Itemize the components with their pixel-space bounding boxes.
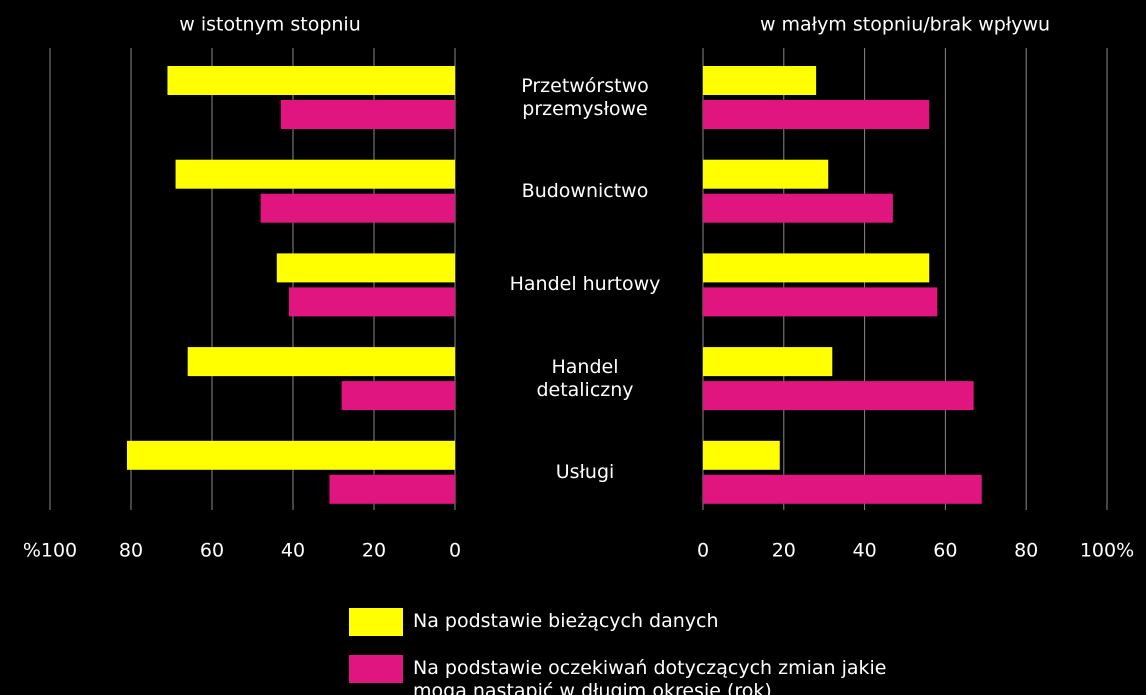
panel-title: w istotnym stopniu [179, 14, 361, 36]
bar [260, 193, 455, 223]
x-tick-label: 80 [1014, 540, 1038, 562]
x-tick-label: 60 [933, 540, 957, 562]
legend-swatch [349, 655, 403, 683]
bar [703, 381, 974, 411]
bar [341, 381, 455, 411]
bar [276, 253, 455, 283]
x-tick-label: 20 [362, 540, 386, 562]
x-tick-label: 20 [772, 540, 796, 562]
legend-label: Na podstawie bieżących danych [413, 610, 719, 632]
bar [167, 66, 455, 95]
bar [175, 159, 456, 189]
category-label: Budownictwo [521, 179, 649, 202]
bar [703, 100, 930, 129]
x-tick-label: 80 [119, 540, 143, 562]
x-tick-label: 60 [200, 540, 224, 562]
x-tick-label: 40 [281, 540, 305, 562]
bar [703, 440, 780, 470]
x-tick-label: 100% [1080, 540, 1134, 562]
x-tick-label: 40 [853, 540, 877, 562]
bar [703, 347, 833, 377]
panel-title: w małym stopniu/brak wpływu [760, 14, 1050, 36]
bar [288, 287, 455, 317]
bar [187, 347, 455, 377]
category-label: Przetwórstwo przemysłowe [521, 74, 649, 120]
bar [703, 159, 829, 189]
category-label: Handel detaliczny [536, 355, 634, 401]
category-label: Handel hurtowy [509, 273, 661, 296]
x-tick-label: 0 [697, 540, 709, 562]
bar [703, 193, 893, 223]
bar [703, 287, 938, 317]
bar [703, 66, 817, 95]
x-tick-label: %100 [23, 540, 77, 562]
x-tick-label: 0 [449, 540, 461, 562]
category-label: Usługi [555, 460, 615, 483]
bar [703, 474, 982, 504]
bar [703, 253, 930, 283]
bar [280, 100, 455, 129]
bar [329, 474, 455, 504]
bar [126, 440, 455, 470]
legend-label: Na podstawie oczekiwań dotyczących zmian… [413, 657, 887, 695]
legend-swatch [349, 608, 403, 636]
